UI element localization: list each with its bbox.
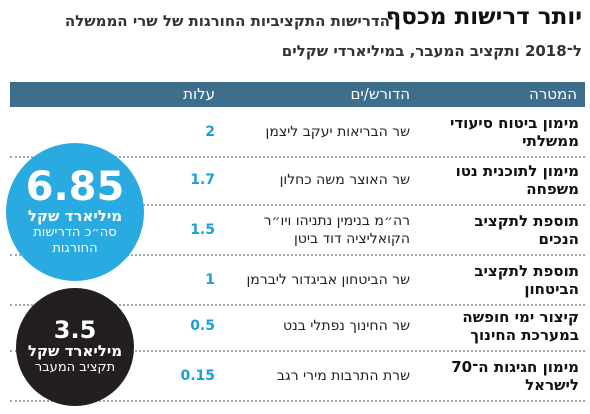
cost: 1 bbox=[205, 272, 215, 288]
goal: תוספת לתקציב הנכים bbox=[474, 212, 579, 248]
cost: 2 bbox=[205, 124, 215, 140]
column-header: המטרה bbox=[529, 85, 577, 103]
goal: מימון לתוכנית נטו משפחה bbox=[455, 162, 579, 198]
requester: שר החינוך נפתלי בנט bbox=[283, 318, 410, 334]
total-circle: 6.85 מיליארד שקל סה״כ הדרישות החורגות bbox=[6, 143, 144, 281]
goal: קיצור ימי חופשה במערכת החינוך bbox=[462, 308, 579, 344]
total-value: 6.85 bbox=[25, 164, 125, 210]
cost: 1.5 bbox=[190, 222, 215, 238]
requester: שר הביטחון אביגדור ליברמן bbox=[246, 272, 410, 288]
goal: מימון ביטוח סיעודי ממשלתי bbox=[449, 114, 579, 150]
title: יותר דרישות מכסף bbox=[385, 4, 582, 30]
requester: שרת התרבות מירי רגב bbox=[276, 368, 410, 384]
table-row: קיצור ימי חופשה במערכת החינוך שר החינוך נ… bbox=[10, 302, 585, 352]
column-header: הדורש/ים bbox=[350, 85, 410, 103]
subtitle: הדרישות התקציביות החורגות של שרי הממשלה bbox=[64, 12, 390, 30]
table-row: מימון חגיגות ה־70 לישראל שרת התרבות מירי … bbox=[10, 352, 585, 402]
cost: 0.5 bbox=[190, 318, 215, 334]
total-label: תקציב המעבר bbox=[34, 360, 116, 375]
table-row: מימון לתוכנית נטו משפחה שר האוצר משה כחלו… bbox=[10, 156, 585, 206]
cost: 0.15 bbox=[180, 368, 215, 384]
total-label: סה״כ הדרישות החורגות bbox=[33, 225, 117, 256]
requester: רה״מ בנימין נתניהו ויו״ר הקואליציה דוד ב… bbox=[263, 213, 410, 247]
total-value: 3.5 bbox=[53, 316, 97, 344]
table-header: המטרה הדורש/ים עלות bbox=[10, 82, 585, 107]
column-header: עלות bbox=[183, 85, 215, 103]
requester: שר האוצר משה כחלון bbox=[279, 172, 410, 188]
table-row: תוספת לתקציב הביטחון שר הביטחון אביגדור ל… bbox=[10, 256, 585, 306]
goal: מימון חגיגות ה־70 לישראל bbox=[451, 358, 579, 394]
cost: 1.7 bbox=[190, 172, 215, 188]
total-unit: מיליארד שקל bbox=[27, 207, 123, 225]
total-unit: מיליארד שקל bbox=[27, 342, 123, 360]
subtitle: ל־2018 ותקציב המעבר, במיליארדי שקלים bbox=[281, 42, 582, 60]
goal: תוספת לתקציב הביטחון bbox=[474, 262, 579, 298]
table-row: מימון ביטוח סיעודי ממשלתי שר הבריאות יעקב… bbox=[10, 108, 585, 158]
requester: שר הבריאות יעקב ליצמן bbox=[265, 124, 410, 140]
total-circle: 3.5 מיליארד שקל תקציב המעבר bbox=[16, 288, 134, 406]
table-row: תוספת לתקציב הנכים רה״מ בנימין נתניהו ויו… bbox=[10, 206, 585, 256]
